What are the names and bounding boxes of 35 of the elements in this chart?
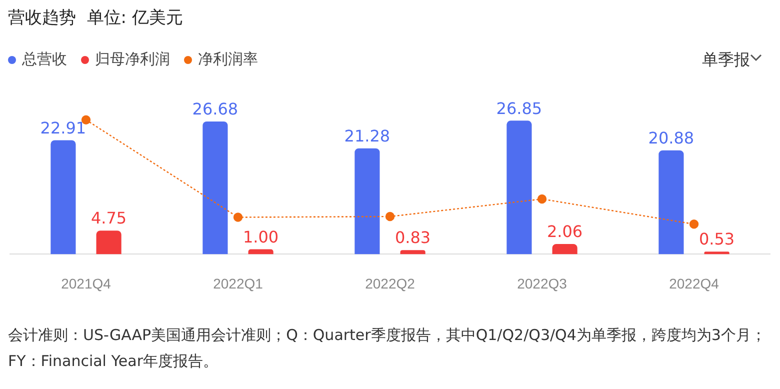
bar <box>704 252 730 254</box>
point <box>385 212 395 222</box>
x-tick-label: 2022Q4 <box>669 275 720 292</box>
bar <box>506 120 532 254</box>
text: 单季报 <box>702 50 750 71</box>
data-label: 21.28 <box>344 126 390 146</box>
x-tick-label: 2022Q2 <box>365 275 416 292</box>
bar <box>354 148 380 254</box>
point <box>537 194 547 204</box>
bar <box>50 140 76 254</box>
bar <box>658 150 684 254</box>
point <box>689 220 699 229</box>
data-label: 1.00 <box>242 227 279 246</box>
legend-label: 总营收 <box>21 50 67 69</box>
bar <box>248 249 274 254</box>
data-label: 2.06 <box>546 222 583 242</box>
bar <box>96 230 122 254</box>
bar <box>400 250 426 254</box>
data-label: 0.53 <box>698 230 735 249</box>
point <box>233 212 243 222</box>
data-label: 22.91 <box>40 118 86 138</box>
x-tick-label: 2022Q3 <box>517 275 568 292</box>
legend-label: 净利润率 <box>197 50 258 69</box>
data-label: 0.83 <box>394 228 431 248</box>
data-label: 26.85 <box>496 98 542 118</box>
chart-title: 营收趋势 单位: 亿美元 <box>8 7 183 29</box>
x-tick-label: 2021Q4 <box>61 275 112 292</box>
text: 会计准则：US-GAAP美国通用会计准则；Q：Quarter季度报告，其中Q1/Q2/Q3/Q4为单季报，跨度均为3个月；FY：Financial Year年度报告。 <box>8 325 767 372</box>
data-label: 4.75 <box>90 208 127 228</box>
bar <box>552 244 578 254</box>
legend-label: 归母净利润 <box>94 50 170 69</box>
data-label: 20.88 <box>648 128 694 148</box>
x-tick-label: 2022Q1 <box>213 275 264 292</box>
bar <box>202 122 228 254</box>
data-label: 26.68 <box>192 100 238 119</box>
